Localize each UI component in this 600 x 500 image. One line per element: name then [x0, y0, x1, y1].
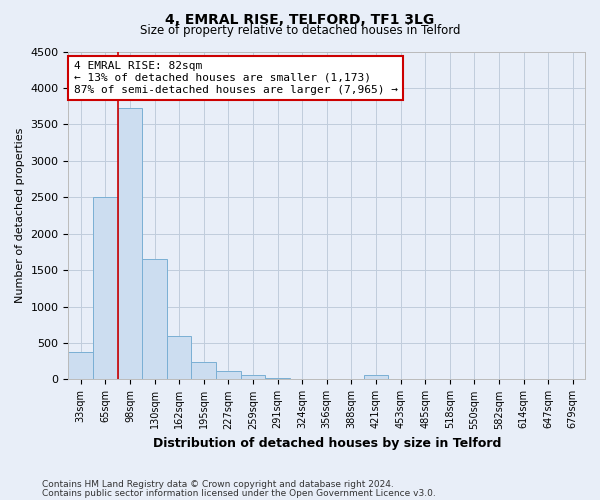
Bar: [241, 374, 265, 380]
Bar: [167, 336, 191, 380]
Bar: [191, 362, 216, 380]
Bar: [364, 374, 388, 380]
Bar: [142, 259, 167, 380]
Text: Contains HM Land Registry data © Crown copyright and database right 2024.: Contains HM Land Registry data © Crown c…: [42, 480, 394, 489]
Bar: [265, 378, 290, 380]
X-axis label: Distribution of detached houses by size in Telford: Distribution of detached houses by size …: [152, 437, 501, 450]
Y-axis label: Number of detached properties: Number of detached properties: [15, 128, 25, 303]
Text: Contains public sector information licensed under the Open Government Licence v3: Contains public sector information licen…: [42, 490, 436, 498]
Text: 4, EMRAL RISE, TELFORD, TF1 3LG: 4, EMRAL RISE, TELFORD, TF1 3LG: [166, 12, 434, 26]
Bar: [118, 108, 142, 380]
Text: 4 EMRAL RISE: 82sqm
← 13% of detached houses are smaller (1,173)
87% of semi-det: 4 EMRAL RISE: 82sqm ← 13% of detached ho…: [74, 62, 398, 94]
Bar: [68, 352, 93, 380]
Bar: [216, 372, 241, 380]
Text: Size of property relative to detached houses in Telford: Size of property relative to detached ho…: [140, 24, 460, 37]
Bar: [93, 198, 118, 380]
